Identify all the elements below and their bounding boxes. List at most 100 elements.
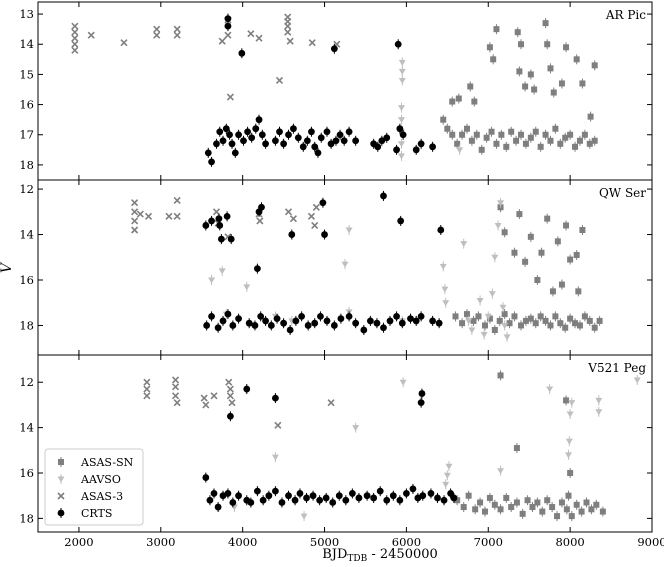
x-tick-label: 8000 [555, 535, 584, 549]
panel-points [143, 370, 641, 522]
x-tick-label: 9000 [637, 535, 664, 549]
point-asas-3 [255, 34, 263, 42]
point-asas-3 [71, 46, 79, 54]
panel-title: AR Pic [605, 8, 646, 22]
legend: ASAS-SN AAVSO ASAS-3 CRTS [44, 448, 144, 526]
y-tick-label: 16 [19, 273, 34, 287]
point-asas-3 [171, 383, 180, 391]
panel-points [71, 13, 598, 167]
point-asas-3 [228, 399, 236, 407]
point-asas-3 [143, 385, 151, 393]
point-asas-3 [71, 40, 79, 48]
point-asas-3 [153, 31, 161, 39]
point-asas-3 [256, 217, 264, 225]
point-asas-3 [87, 31, 95, 39]
point-asas-3 [131, 226, 139, 234]
point-asas-3 [173, 399, 181, 407]
y-tick-label: 17 [19, 128, 34, 142]
point-asas-3 [173, 196, 181, 205]
panel-2: 12 14 16 18 QW Ser [19, 179, 653, 356]
point-asas-3 [224, 31, 232, 39]
x-axis-label-sub: TDB [347, 554, 367, 564]
point-asas-3 [71, 22, 79, 30]
panel-points [131, 190, 603, 342]
legend-label: AAVSO [80, 473, 121, 486]
panel-frame [37, 354, 653, 533]
y-tick-label: 18 [19, 158, 34, 172]
point-asas-3 [308, 39, 316, 47]
x-tick-label: 6000 [392, 535, 421, 549]
point-asas-3 [247, 30, 255, 38]
y-tick-label: 12 [19, 182, 34, 196]
legend-label: ASAS-SN [80, 456, 134, 469]
point-asas-3 [171, 392, 180, 400]
point-asas-3 [284, 22, 292, 30]
legend-label: ASAS-3 [80, 490, 123, 503]
legend-marker-asas-3 [57, 492, 65, 500]
point-asas-3 [284, 208, 293, 216]
x-tick-label: 3000 [146, 535, 175, 549]
point-asas-3 [218, 37, 226, 45]
point-asas-3 [289, 215, 297, 223]
point-asas-3 [144, 212, 153, 220]
point-asas-3 [200, 394, 208, 402]
panel-3: 12 14 16 18 V521 Peg [19, 354, 653, 533]
point-asas-3 [131, 199, 139, 207]
panel-frame [37, 1, 653, 181]
point-asas-3 [226, 93, 234, 101]
point-asas-3 [284, 28, 292, 36]
x-tick-label: 4000 [228, 535, 257, 549]
point-asas-3 [226, 385, 234, 393]
legend-label: CRTS [81, 507, 112, 520]
x-axis: 2000 3000 4000 5000 6000 7000 8000 9000 [64, 535, 664, 549]
y-tick-label: 14 [19, 37, 34, 51]
point-asas-3 [143, 378, 151, 386]
point-asas-3 [120, 39, 128, 47]
legend-box [44, 448, 144, 526]
y-tick-label: 16 [19, 466, 34, 480]
point-asas-3 [312, 203, 320, 211]
point-asas-3 [307, 212, 316, 220]
point-asas-3 [202, 401, 210, 409]
point-asas-3 [71, 34, 79, 42]
panels-layer: 13 14 15 16 17 18 AR Pic 12 14 16 18 QW Ser 12 14 16 18… [19, 1, 653, 533]
point-asas-3 [71, 28, 79, 36]
y-tick-label: 16 [19, 98, 34, 112]
point-asas-3 [153, 25, 161, 33]
x-tick-label: 2000 [64, 535, 93, 549]
y-axis-label: V [0, 261, 15, 273]
point-asas-3 [286, 37, 294, 45]
point-asas-3 [173, 212, 181, 220]
y-tick-label: 18 [19, 511, 34, 525]
point-asas-3 [143, 392, 151, 400]
panel-1: 13 14 15 16 17 18 AR Pic [19, 1, 653, 181]
y-tick-label: 15 [19, 67, 34, 81]
y-tick-label: 14 [19, 421, 34, 435]
y-tick-label: 14 [19, 228, 34, 242]
y-tick-label: 13 [19, 7, 34, 21]
point-asas-3 [165, 212, 173, 220]
x-tick-label: 5000 [310, 535, 339, 549]
y-tick-label: 12 [19, 375, 34, 389]
point-asas-3 [226, 392, 234, 400]
point-asas-3 [131, 208, 139, 216]
point-asas-3 [131, 217, 139, 225]
point-asas-3 [327, 399, 335, 407]
point-asas-3 [173, 31, 181, 39]
point-asas-3 [274, 421, 282, 429]
y-tick-label: 18 [19, 318, 34, 332]
point-asas-3 [173, 25, 181, 33]
x-tick-label: 7000 [474, 535, 503, 549]
point-asas-3 [225, 378, 233, 386]
point-asas-3 [136, 210, 144, 218]
x-axis-label-main: BJD [322, 547, 347, 562]
point-asas-3 [171, 376, 180, 384]
point-asas-3 [275, 76, 284, 85]
panel-title: QW Ser [599, 186, 646, 200]
point-asas-3 [210, 392, 218, 400]
panel-title: V521 Peg [587, 361, 646, 375]
x-axis-label: BJDTDB - 2450000 [322, 547, 438, 564]
x-axis-label-rest: - 2450000 [367, 547, 438, 562]
point-asas-3 [311, 221, 319, 230]
